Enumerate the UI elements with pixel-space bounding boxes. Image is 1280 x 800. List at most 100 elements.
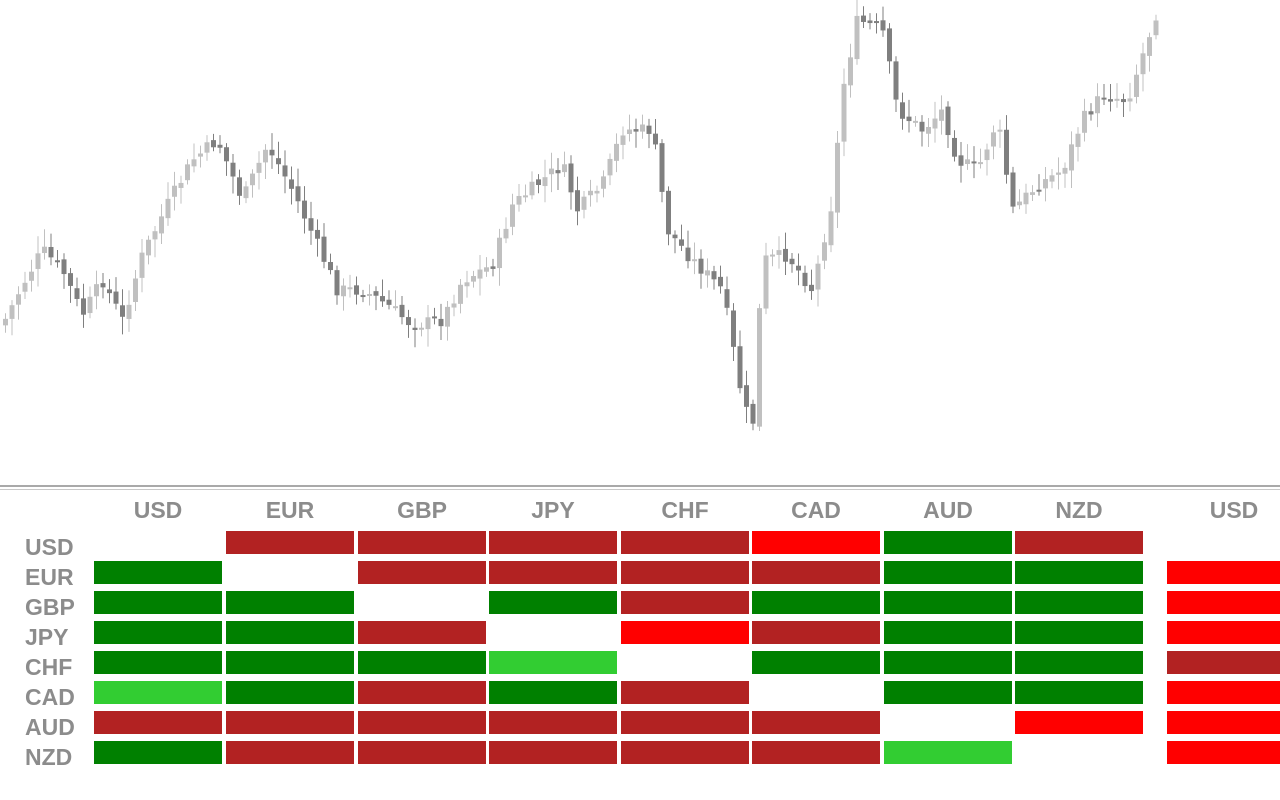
candle-body — [763, 255, 769, 309]
strength-cell-chf-aud — [884, 651, 1012, 674]
candle-body — [893, 61, 899, 100]
candle-body — [250, 173, 255, 186]
candle-body — [29, 271, 34, 281]
row-label-5: CAD — [25, 684, 75, 710]
candle-body — [74, 288, 80, 299]
strength-cell-eur-cad — [752, 561, 880, 584]
candle-body — [776, 250, 782, 255]
column-header-7: NZD — [1055, 497, 1103, 523]
strength-cell-gbp-usd — [94, 591, 222, 614]
side-strength-cell-cad — [1167, 681, 1280, 704]
subwindow-separator[interactable] — [0, 485, 1280, 487]
candle-body — [120, 305, 125, 317]
column-header-5: CAD — [791, 497, 841, 523]
strength-cell-usd-gbp — [358, 531, 486, 554]
candle-body — [854, 15, 860, 60]
candle-body — [289, 179, 294, 189]
candle-body — [35, 253, 41, 269]
candle-body — [523, 195, 528, 198]
candle-body — [633, 129, 639, 132]
candle-body — [952, 137, 957, 157]
side-column-header: USD — [1209, 497, 1259, 523]
candle-body — [659, 143, 665, 192]
candle-body — [575, 190, 580, 212]
candle-body — [802, 272, 808, 287]
candle-body — [874, 21, 879, 24]
candle-body — [679, 239, 684, 246]
candle-body — [1043, 179, 1048, 189]
candle-body — [412, 327, 418, 330]
candle-body — [601, 176, 606, 189]
candle-body — [9, 305, 15, 319]
strength-cell-nzd-chf — [621, 741, 749, 764]
strength-cell-gbp-aud — [884, 591, 1012, 614]
candle-body — [386, 299, 392, 305]
candle-body — [1056, 172, 1061, 175]
strength-cell-aud-usd — [94, 711, 222, 734]
strength-cell-chf-cad — [752, 651, 880, 674]
strength-cell-nzd-usd — [94, 741, 222, 764]
candle-body — [16, 294, 21, 305]
candle-body — [315, 229, 320, 239]
candle-body — [334, 270, 340, 296]
candle-body — [666, 190, 671, 235]
strength-cell-aud-jpy — [489, 711, 617, 734]
candle-body — [919, 121, 925, 132]
candle-body — [308, 218, 314, 231]
candle-body — [243, 186, 249, 199]
candle-body — [1049, 175, 1055, 182]
candle-body — [471, 276, 476, 282]
column-header-1: EUR — [265, 497, 315, 523]
candle-body — [1095, 96, 1100, 114]
strength-cell-jpy-eur — [226, 621, 354, 644]
candle-body — [217, 144, 223, 148]
candle-body — [172, 185, 177, 197]
column-header-2: GBP — [397, 497, 447, 523]
strength-cell-cad-nzd — [1015, 681, 1143, 704]
candle-body — [146, 239, 151, 256]
candle-body — [1062, 167, 1068, 174]
candle-body — [906, 116, 912, 122]
candle-body — [159, 216, 164, 234]
candle-body — [848, 57, 853, 86]
candle-body — [367, 293, 372, 296]
strength-cell-usd-cad — [752, 531, 880, 554]
candle-body — [185, 164, 190, 181]
candle-body — [581, 196, 587, 210]
candle-body — [698, 258, 704, 274]
candle-body — [1134, 74, 1139, 97]
candle-body — [1075, 133, 1081, 147]
candle-body — [490, 266, 496, 269]
column-header-6: AUD — [923, 497, 973, 523]
candle-body — [705, 270, 710, 276]
column-header-4: CHF — [661, 497, 709, 523]
row-label-2: GBP — [25, 594, 75, 620]
candle-body — [87, 296, 93, 314]
candle-body — [607, 158, 613, 176]
candle-body — [536, 179, 541, 186]
strength-cell-usd-chf — [621, 531, 749, 554]
price-candlestick-chart[interactable] — [0, 0, 1280, 484]
candle-body — [406, 317, 411, 326]
candle-body — [945, 106, 951, 136]
candle-body — [997, 129, 1003, 132]
candle-body — [1088, 111, 1094, 115]
candle-body — [399, 304, 405, 318]
strength-cell-cad-aud — [884, 681, 1012, 704]
side-strength-cell-jpy — [1167, 621, 1280, 644]
strength-cell-nzd-eur — [226, 741, 354, 764]
candle-body — [256, 162, 262, 173]
candle-body — [685, 247, 691, 262]
candle-body — [1108, 99, 1113, 102]
side-strength-cell-eur — [1167, 561, 1280, 584]
candle-body — [445, 306, 450, 327]
candle-body — [211, 140, 216, 148]
candle-body — [230, 162, 236, 177]
candle-body — [1114, 98, 1120, 101]
candle-body — [900, 102, 905, 119]
candle-body — [94, 284, 99, 297]
candle-body — [419, 327, 424, 330]
candle-body — [224, 147, 229, 162]
candle-body — [731, 310, 736, 347]
candle-body — [302, 200, 307, 219]
